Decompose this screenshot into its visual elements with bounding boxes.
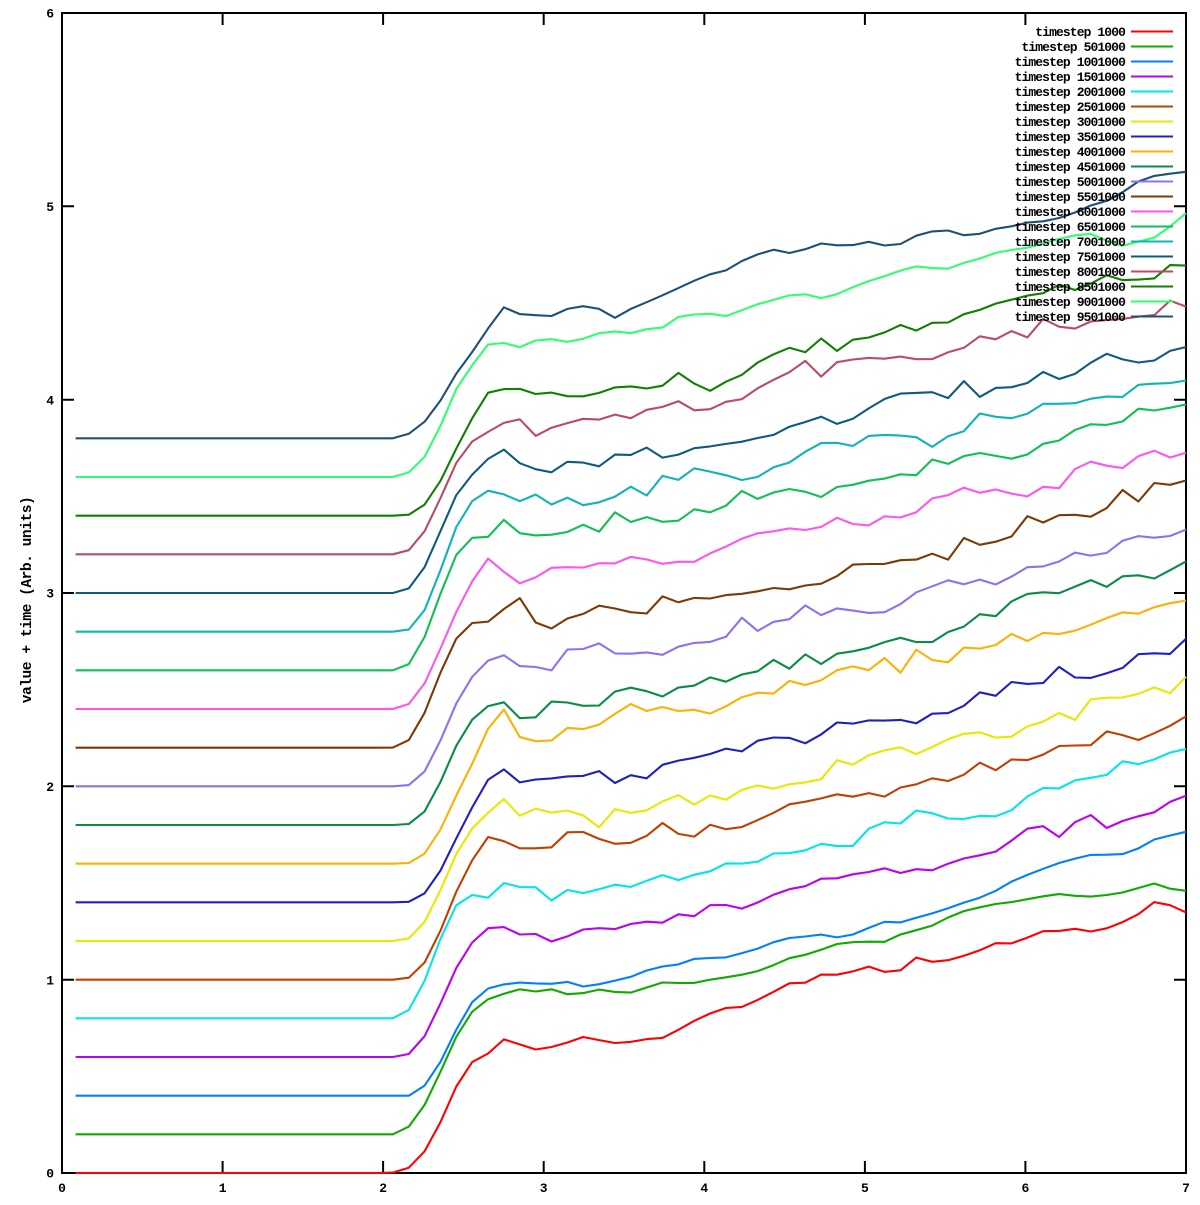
svg-text:timestep 6501000: timestep 6501000 bbox=[1015, 220, 1127, 235]
svg-text:timestep 5001000: timestep 5001000 bbox=[1015, 175, 1127, 190]
svg-text:timestep 5501000: timestep 5501000 bbox=[1015, 190, 1127, 205]
svg-text:1: 1 bbox=[46, 973, 54, 988]
svg-text:7: 7 bbox=[1182, 1181, 1190, 1196]
svg-text:timestep 9501000: timestep 9501000 bbox=[1015, 310, 1127, 325]
svg-text:4: 4 bbox=[700, 1181, 708, 1196]
svg-text:3: 3 bbox=[540, 1181, 548, 1196]
svg-text:timestep 2001000: timestep 2001000 bbox=[1015, 85, 1127, 100]
svg-text:timestep 7501000: timestep 7501000 bbox=[1015, 250, 1127, 265]
svg-text:4: 4 bbox=[46, 393, 54, 408]
svg-text:timestep 3001000: timestep 3001000 bbox=[1015, 115, 1127, 130]
svg-text:5: 5 bbox=[861, 1181, 869, 1196]
svg-text:3: 3 bbox=[46, 587, 54, 602]
svg-text:timestep 1000: timestep 1000 bbox=[1035, 25, 1126, 40]
svg-text:timestep 9001000: timestep 9001000 bbox=[1015, 295, 1127, 310]
svg-text:timestep 4501000: timestep 4501000 bbox=[1015, 160, 1127, 175]
svg-text:5: 5 bbox=[46, 200, 54, 215]
svg-text:timestep 501000: timestep 501000 bbox=[1021, 40, 1126, 55]
svg-text:timestep 8001000: timestep 8001000 bbox=[1015, 265, 1127, 280]
svg-text:timestep 1001000: timestep 1001000 bbox=[1015, 55, 1127, 70]
svg-text:6: 6 bbox=[1021, 1181, 1029, 1196]
svg-text:2: 2 bbox=[46, 780, 54, 795]
svg-text:timestep 3501000: timestep 3501000 bbox=[1015, 130, 1127, 145]
svg-text:6: 6 bbox=[46, 7, 54, 22]
svg-text:timestep 7001000: timestep 7001000 bbox=[1015, 235, 1127, 250]
svg-text:2: 2 bbox=[379, 1181, 387, 1196]
svg-text:timestep 1501000: timestep 1501000 bbox=[1015, 70, 1127, 85]
svg-text:timestep 4001000: timestep 4001000 bbox=[1015, 145, 1127, 160]
svg-text:timestep 8501000: timestep 8501000 bbox=[1015, 280, 1127, 295]
svg-text:1: 1 bbox=[219, 1181, 227, 1196]
svg-text:timestep 6001000: timestep 6001000 bbox=[1015, 205, 1127, 220]
svg-text:value + time (Arb. units): value + time (Arb. units) bbox=[20, 497, 36, 703]
svg-text:0: 0 bbox=[58, 1181, 66, 1196]
svg-text:timestep 2501000: timestep 2501000 bbox=[1015, 100, 1127, 115]
svg-text:0: 0 bbox=[46, 1167, 54, 1182]
